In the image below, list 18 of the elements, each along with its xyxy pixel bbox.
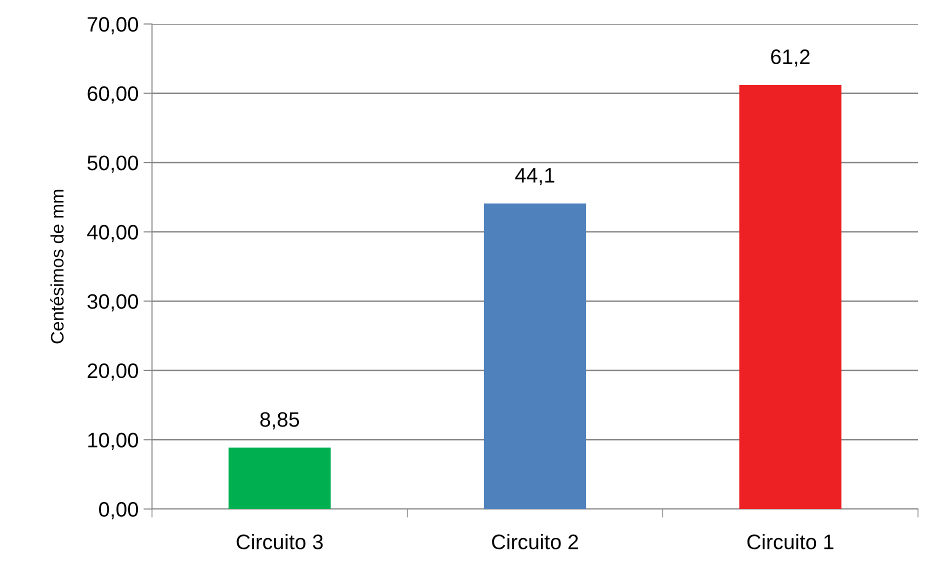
bar <box>484 203 586 509</box>
x-tick-label: Circuito 2 <box>492 534 578 550</box>
y-tick-label: 30,00 <box>87 294 138 312</box>
data-label: 61,2 <box>771 49 810 67</box>
y-tick-label: 20,00 <box>88 363 138 381</box>
data-label: 8,85 <box>260 412 300 430</box>
y-tick-label: 40,00 <box>87 224 138 242</box>
y-axis-title: Centésimos de mm <box>50 190 64 344</box>
bar <box>228 448 331 509</box>
y-tick-label: 60,00 <box>88 86 138 104</box>
data-label: 44,1 <box>515 168 554 186</box>
y-tick-label: 10,00 <box>88 432 138 450</box>
y-tick-label: 0,00 <box>99 502 138 520</box>
bar <box>739 84 842 509</box>
x-tick-label: Circuito 1 <box>747 534 834 550</box>
y-tick-label: 50,00 <box>88 156 138 173</box>
y-tick-label: 70,00 <box>88 17 138 34</box>
x-tick-label: Circuito 3 <box>236 534 323 550</box>
